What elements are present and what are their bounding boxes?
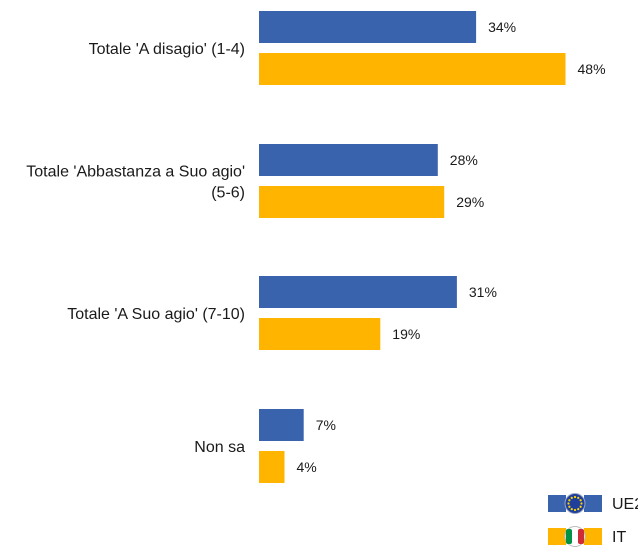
legend-item-ue27: UE27 (548, 493, 638, 514)
category-label-1: Totale 'Abbastanza a Suo agio' (5-6) (26, 164, 245, 202)
value-label-ue27-0: 34% (488, 19, 516, 35)
value-label-it-1: 29% (456, 194, 484, 210)
value-label-it-0: 48% (578, 61, 606, 77)
category-label-2: Totale 'A Suo agio' (7-10) (67, 306, 245, 323)
bar-ue27-3 (259, 409, 304, 441)
value-labels-group: 34% 48% 28% 29% 31% 19% 7% 4% (297, 19, 606, 475)
bar-ue27-0 (259, 11, 477, 43)
value-label-it-3: 4% (297, 459, 317, 475)
legend: UE27 IT (548, 493, 638, 547)
value-label-ue27-1: 28% (450, 152, 478, 168)
eu-flag-icon (548, 493, 602, 514)
bars-group (259, 11, 566, 483)
category-label-0: Totale 'A disagio' (1-4) (89, 41, 245, 58)
value-label-it-2: 19% (392, 326, 420, 342)
value-label-ue27-3: 7% (316, 417, 336, 433)
bar-it-0 (259, 53, 566, 85)
bar-it-1 (259, 186, 445, 218)
bar-ue27-1 (259, 144, 438, 176)
legend-label-it: IT (612, 529, 626, 546)
bar-ue27-2 (259, 276, 457, 308)
bar-it-2 (259, 318, 381, 350)
category-labels-group: Totale 'A disagio' (1-4) Totale 'Abbastan… (26, 41, 245, 456)
value-label-ue27-2: 31% (469, 284, 497, 300)
legend-label-ue27: UE27 (612, 496, 638, 513)
bar-it-3 (259, 451, 285, 483)
category-label-3: Non sa (194, 439, 245, 456)
italy-flag-icon (548, 526, 602, 547)
legend-item-it: IT (548, 526, 626, 547)
